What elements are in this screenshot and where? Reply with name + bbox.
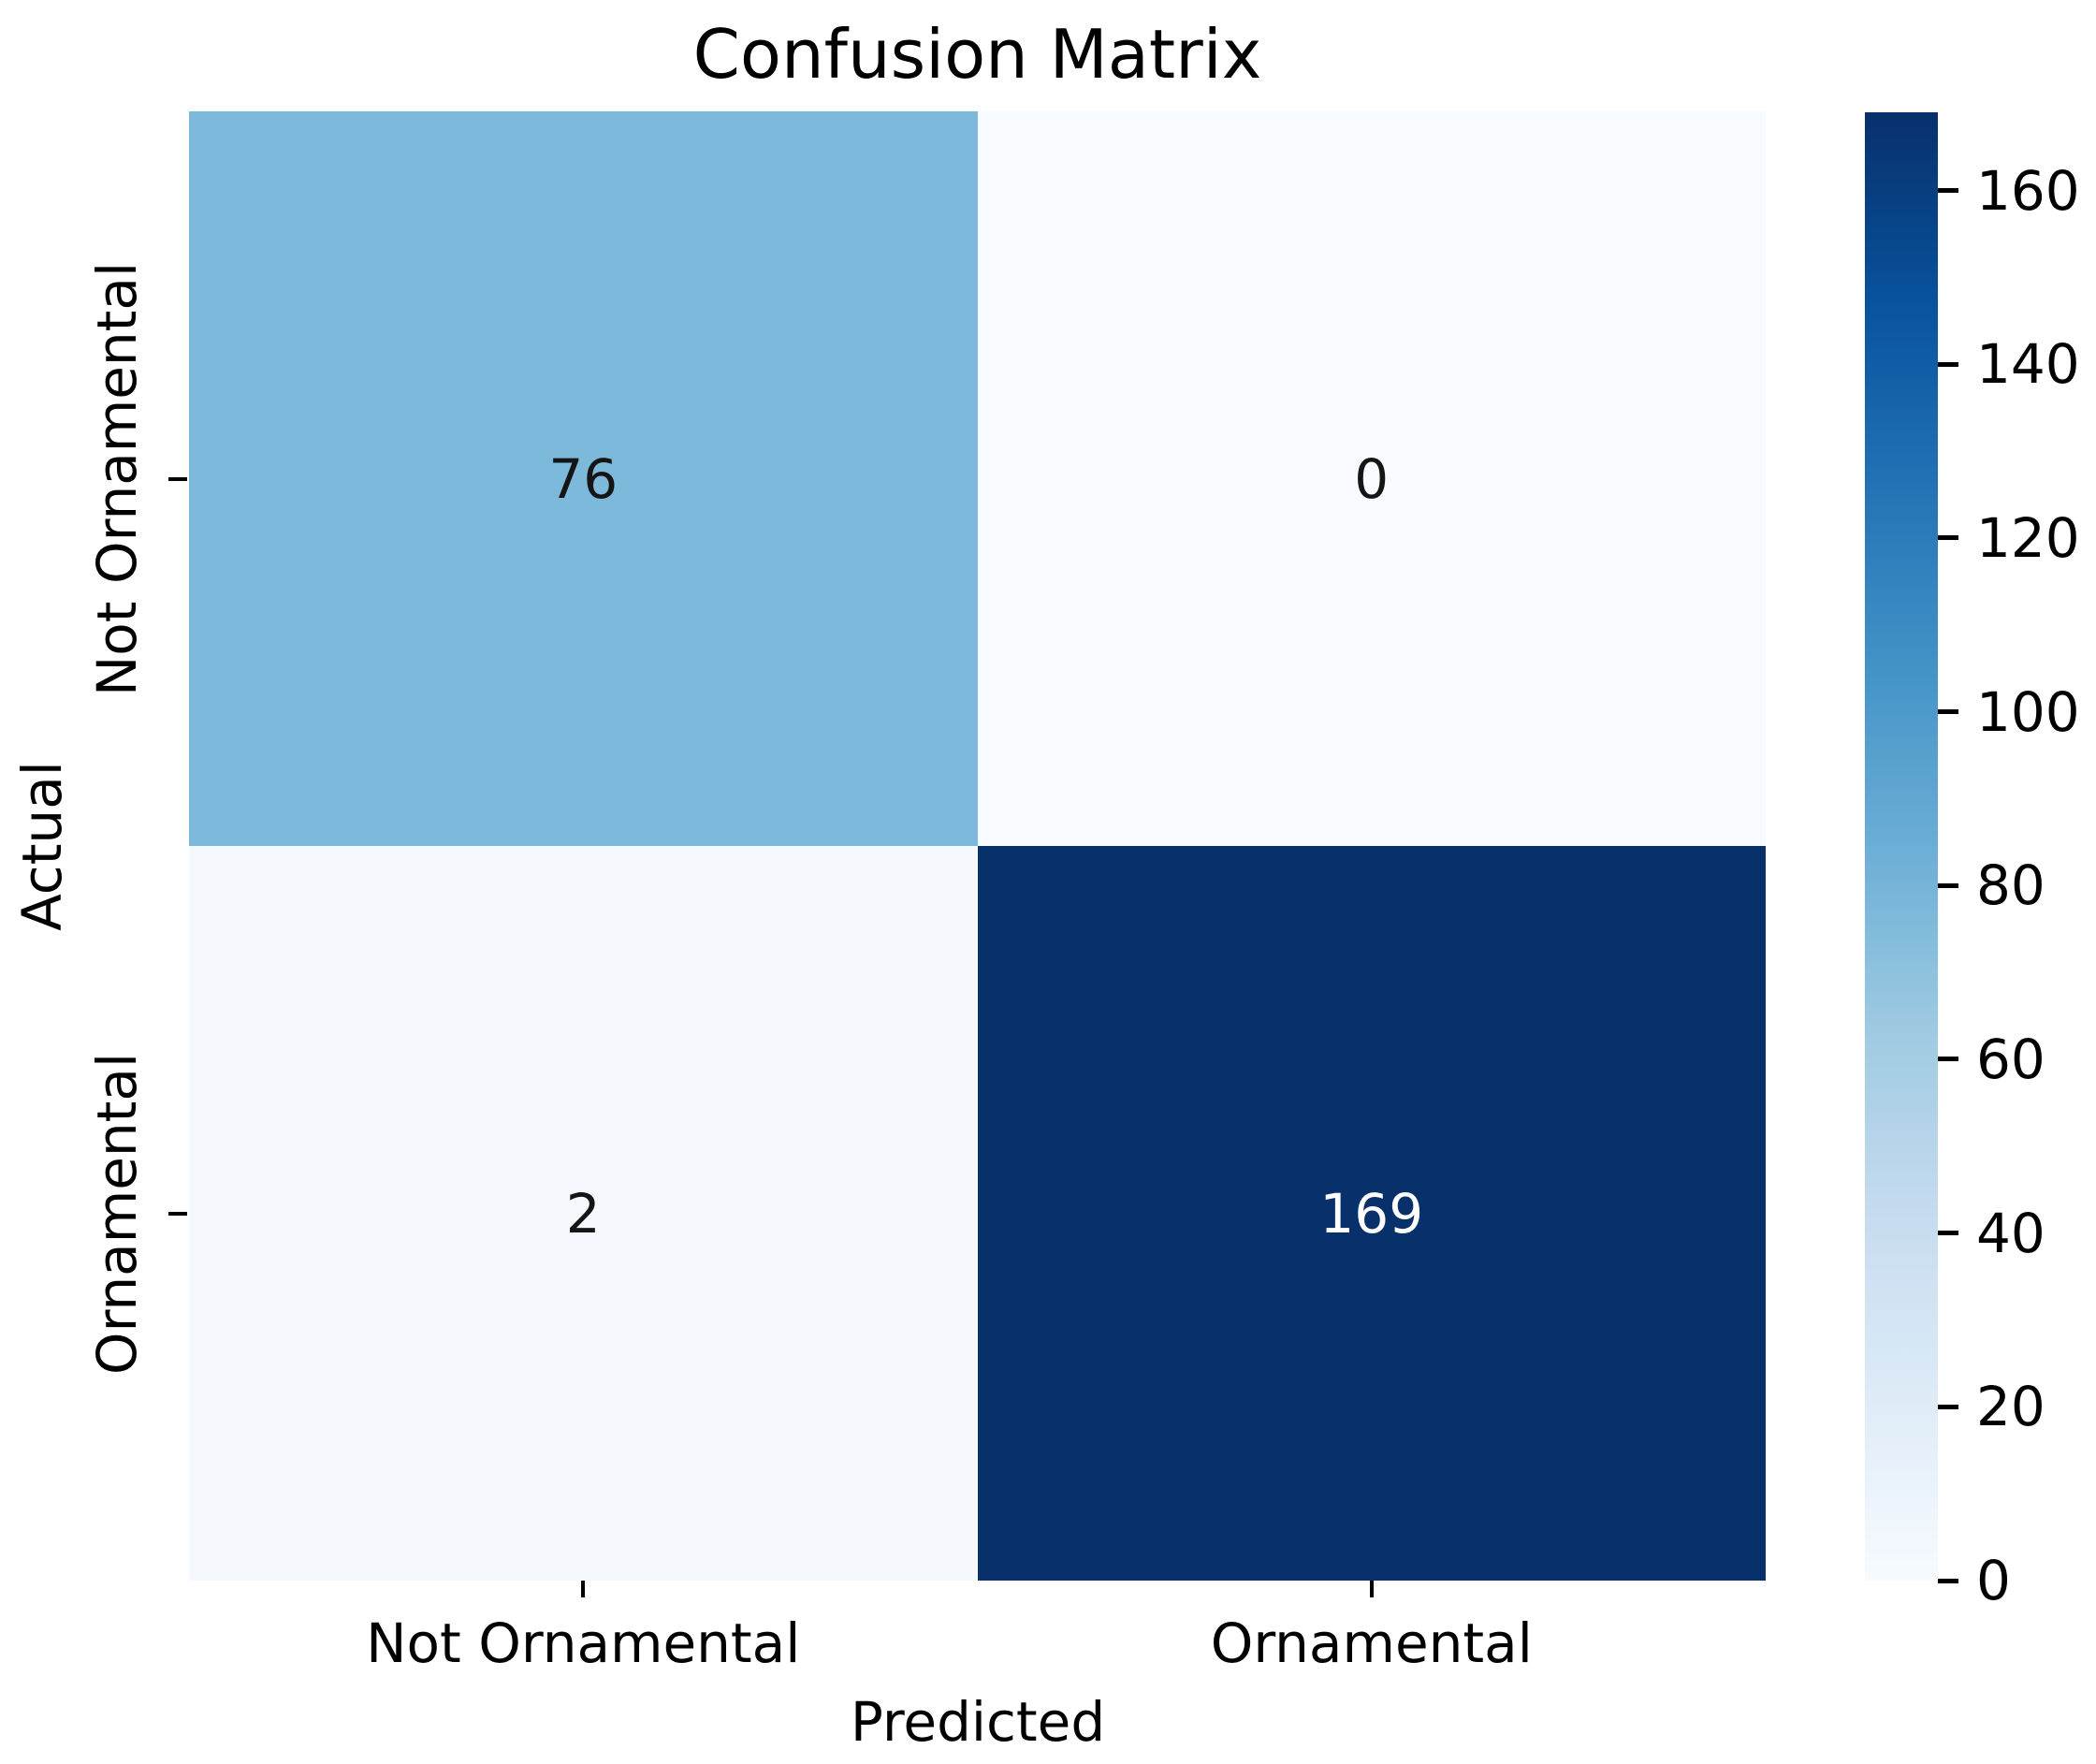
x-tick-mark xyxy=(1369,1581,1374,1597)
colorbar-tick-mark xyxy=(1938,1404,1958,1409)
cell-value: 0 xyxy=(1354,446,1390,511)
x-axis-label: Predicted xyxy=(850,1690,1106,1754)
colorbar-tick-label: 120 xyxy=(1976,505,2080,570)
colorbar-tick-label: 80 xyxy=(1976,853,2045,918)
chart-title: Confusion Matrix xyxy=(692,15,1262,94)
colorbar-tick-label: 20 xyxy=(1976,1375,2045,1439)
colorbar xyxy=(1865,112,1938,1581)
colorbar-tick-label: 140 xyxy=(1976,332,2080,397)
colorbar-tick-mark xyxy=(1938,1057,1958,1062)
heatmap-cell-0-1: 0 xyxy=(977,111,1766,846)
cell-value: 169 xyxy=(1319,1181,1424,1246)
x-tick-mark xyxy=(581,1581,586,1597)
cell-value: 2 xyxy=(565,1181,601,1246)
colorbar-tick-mark xyxy=(1938,709,1958,715)
colorbar-tick-label: 160 xyxy=(1976,158,2080,223)
heatmap-grid: 76 0 2 169 xyxy=(189,111,1766,1581)
colorbar-tick-mark xyxy=(1938,882,1958,888)
y-tick-mark xyxy=(168,1211,187,1216)
heatmap-cell-1-1: 169 xyxy=(977,846,1766,1581)
colorbar-tick-label: 60 xyxy=(1976,1027,2045,1091)
y-tick-label: Not Ornamental xyxy=(85,261,149,696)
colorbar-tick-mark xyxy=(1938,188,1958,194)
y-axis-label: Actual xyxy=(10,761,74,931)
colorbar-tick-mark xyxy=(1938,1578,1958,1583)
y-tick-label: Ornamental xyxy=(85,1052,149,1375)
colorbar-tick-label: 0 xyxy=(1976,1549,2011,1612)
x-tick-label: Ornamental xyxy=(1210,1611,1533,1675)
heatmap-cell-1-0: 2 xyxy=(189,846,978,1581)
y-tick-mark xyxy=(168,476,187,481)
colorbar-tick-mark xyxy=(1938,535,1958,541)
colorbar-tick-label: 100 xyxy=(1976,679,2080,744)
colorbar-tick-mark xyxy=(1938,361,1958,367)
x-tick-label: Not Ornamental xyxy=(366,1611,801,1675)
colorbar-tick-mark xyxy=(1938,1231,1958,1236)
colorbar-tick-label: 40 xyxy=(1976,1201,2045,1265)
cell-value: 76 xyxy=(548,446,619,511)
heatmap-cell-0-0: 76 xyxy=(189,111,978,846)
